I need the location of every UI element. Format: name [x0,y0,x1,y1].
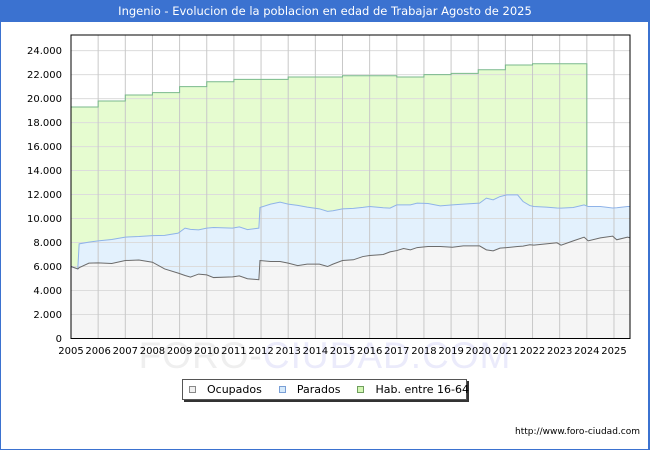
x-tick-label: 2011 [221,346,246,357]
legend: Ocupados Parados Hab. entre 16-64 [182,379,469,400]
x-tick-label: 2009 [167,346,192,357]
x-tick-label: 2012 [248,346,273,357]
series-lines [70,63,630,281]
source-url[interactable]: http://www.foro-ciudad.com [515,427,640,437]
y-tick-label: 24.000 [27,46,62,57]
x-tick-label: 2018 [411,346,436,357]
y-tick-label: 12.000 [27,190,62,201]
y-tick-label: 16.000 [27,142,62,153]
y-tick-label: 4.000 [33,286,62,297]
x-tick-label: 2006 [85,346,110,357]
legend-swatch-ocupados [189,386,196,393]
x-tick-label: 2016 [357,346,382,357]
legend-swatch-parados [278,386,286,393]
legend-swatch-hab-16-64 [357,386,365,393]
parados-line [70,194,630,270]
title-bar: Ingenio - Evolucion de la poblacion en e… [0,0,650,22]
series-areas [71,63,630,339]
y-axis-labels: 0 2.000 4.000 6.000 8.000 10.000 12.000 14.000 1… [27,46,62,345]
x-tick-label: 2024 [574,346,599,357]
watermark: FORO-CIUDAD.COM [0,336,650,376]
legend-label-parados: Parados [296,383,341,396]
y-tick-label: 18.000 [27,118,62,129]
x-tick-label: 2010 [194,346,219,357]
ocupados-line [70,235,630,281]
x-tick-label: 2021 [493,346,518,357]
ocupados-area [71,236,630,339]
y-tick-label: 0 [56,334,62,345]
x-tick-label: 2019 [438,346,463,357]
x-tick-label: 2014 [303,346,328,357]
y-tick-label: 6.000 [33,262,62,273]
chart-title: Ingenio - Evolucion de la poblacion en e… [118,4,532,18]
x-tick-label: 2022 [520,346,545,357]
y-tick-label: 14.000 [27,166,62,177]
gridlines [71,35,630,339]
legend-label-hab-16-64: Hab. entre 16-64 [375,383,470,396]
y-tick-label: 22.000 [27,70,62,81]
hab-16-64-line [71,63,588,207]
x-tick-label: 2017 [384,346,409,357]
watermark-part-1: FORO- [138,335,263,376]
legend-item-hab-16-64[interactable]: Hab. entre 16-64 [357,383,469,396]
x-tick-label: 2005 [58,346,83,357]
x-tick-label: 2015 [330,346,355,357]
x-tick-label: 2008 [140,346,165,357]
watermark-part-2: CIUDAD.COM [262,335,512,376]
y-tick-label: 2.000 [33,310,62,321]
legend-item-parados[interactable]: Parados [278,383,341,396]
y-tick-label: 10.000 [27,214,62,225]
x-tick-label: 2013 [275,346,300,357]
y-tick-label: 20.000 [27,94,62,105]
x-tick-label: 2023 [547,346,572,357]
legend-item-ocupados[interactable]: Ocupados [189,383,262,396]
legend-label-ocupados: Ocupados [207,383,262,396]
x-tick-label: 2020 [466,346,491,357]
x-tick-label: 2025 [601,346,626,357]
plot-border [70,34,631,339]
y-tick-label: 8.000 [33,238,62,249]
x-axis-labels: 2005 2006 2007 2008 2009 2010 2011 2012 2013 2014… [58,346,626,357]
x-tick-label: 2007 [113,346,138,357]
